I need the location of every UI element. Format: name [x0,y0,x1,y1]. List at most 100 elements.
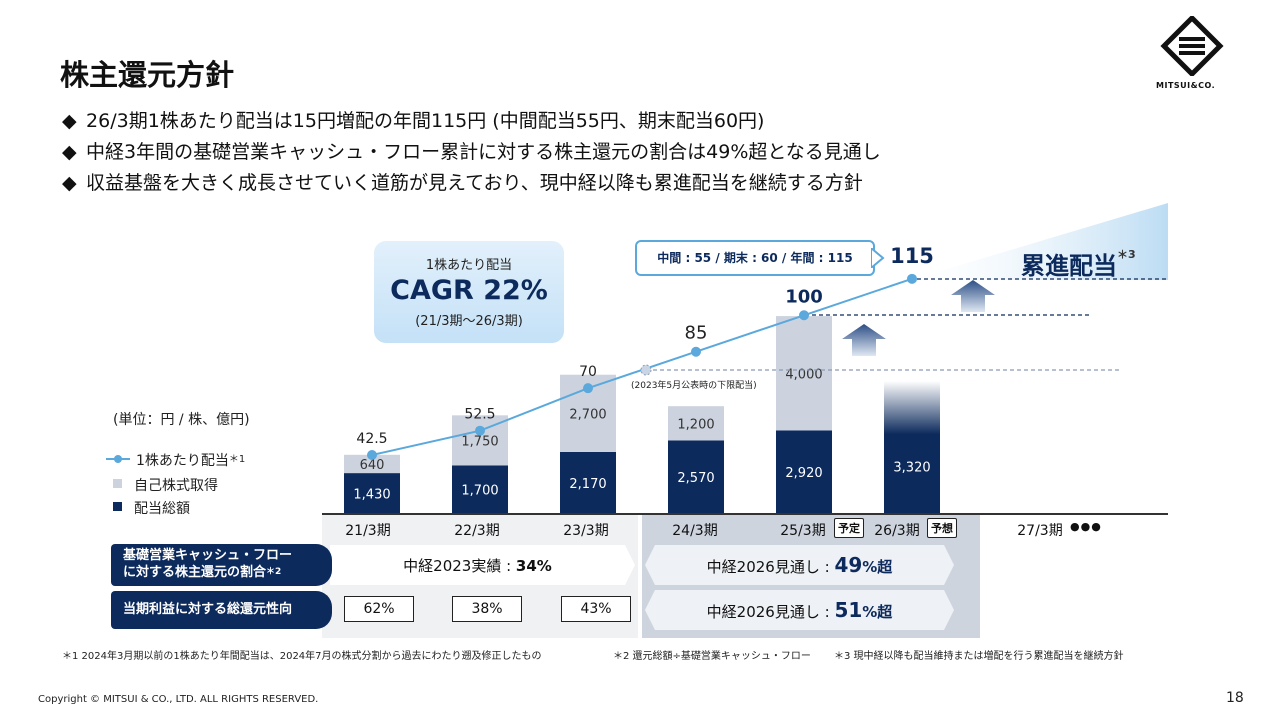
progressive-note: ＊3 [1117,248,1136,261]
bar-dividend [776,430,832,514]
up-arrow-icon [951,280,995,312]
bar-buyback-label: 1,750 [461,434,498,449]
mtp2026-suffix: %超 [862,558,893,576]
more-icon: ●●● [1070,520,1102,533]
diamond-icon: ◆ [62,110,77,132]
row1-note: ＊2 [266,567,282,577]
unit-label: (単位：円 / 株、億円) [113,412,250,428]
mitsui-logo-icon [1160,16,1224,76]
footnote-2: ＊2 還元総額÷基礎営業キャッシュ・フロー [613,651,811,662]
dps-point [367,450,377,460]
bar-dividend [452,465,508,514]
page-number: 18 [1226,690,1244,706]
footnote-3: ＊3 現中経以降も配当維持または増配を行う累進配当を継続方針 [834,651,1124,662]
payout-box: 43% [561,596,631,622]
row-label-cf-return-ratio: 基礎営業キャッシュ・フロー に対する株主還元の割合＊2 [111,544,332,586]
mtp2023-value: 34% [515,557,552,575]
bar-dividend-label: 1,430 [353,488,390,503]
bullet-text: 収益基盤を大きく成長させていく道筋が見えており、現中経以降も累進配当を継続する方… [86,172,863,194]
dps-point [475,425,485,436]
mtp2026-r2-value: 51 [834,598,863,622]
page-title: 株主還元方針 [60,58,235,92]
dps-point [799,310,809,321]
mtp2026-suffix: %超 [862,603,893,621]
category-label: 22/3期 [454,523,500,539]
guideline-note: (2023年5月公表時の下限配当) [631,381,757,391]
bar-dividend [560,451,616,514]
mtp2026-row2-shape [645,590,954,630]
cagr-line3: (21/3期～26/3期) [415,314,523,329]
bar-buyback-label: 1,200 [677,417,714,432]
mtp2023-result: 中経2023実績 : 34% [330,555,625,576]
legend-gray-marker [113,479,122,488]
category-label: 23/3期 [563,523,609,539]
category-label: 24/3期 [672,523,718,539]
bar-buyback [776,316,832,431]
mtp2026-prefix: 中経2026見通し : [706,603,835,621]
bar-buyback-label: 4,000 [785,367,822,382]
legend-dps: 1株あたり配当＊1 [136,450,245,470]
legend-dps-note: ＊1 [228,454,246,465]
row-label-total-payout: 当期利益に対する総還元性向 [111,591,332,629]
callout-pointer-icon [871,248,885,268]
legend-dividend: 配当総額 [134,501,190,517]
diamond-icon: ◆ [62,172,77,194]
dps-point [691,346,701,357]
progressive-label-text: 累進配当 [1021,252,1117,280]
bullet-text: 中経3年間の基礎営業キャッシュ・フロー累計に対する株主還元の割合は49%超となる… [86,141,881,163]
progressive-dividend-label: 累進配当＊3 [1021,246,1136,281]
progressive-wedge [910,203,1168,280]
dps-label: 70 [579,364,597,380]
bar-dividend [344,473,400,514]
payout-box: 38% [452,596,522,622]
legend-navy-marker [113,502,122,511]
category-label: 27/3期 [1017,523,1063,539]
category-label: 26/3期 [874,523,920,539]
bar-dividend-label: 1,700 [461,484,498,499]
bar-dividend [668,440,724,514]
bar-dividend-label: 2,170 [569,477,606,492]
mtp2026-row1-outlook: 中経2026見通し : 49%超 [655,553,944,577]
bar-buyback-label: 2,700 [569,407,606,422]
up-arrow-icon [842,324,886,356]
dps-breakdown-callout: 中間 : 55 / 期末 : 60 / 年間 : 115 [635,240,875,276]
row1-label-line2: に対する株主還元の割合 [123,565,267,580]
diamond-icon: ◆ [62,141,77,163]
dps-point [907,273,917,284]
copyright: Copyright © MITSUI & CO., LTD. ALL RIGHT… [38,694,319,705]
dps-label: 42.5 [356,431,387,447]
mtp2026-row2-outlook: 中経2026見通し : 51%超 [655,598,944,622]
category-label: 25/3期 [780,523,826,539]
bar-dividend-label: 2,570 [677,471,714,486]
legend-buyback: 自己株式取得 [134,478,218,494]
mtp2026-row1-shape [645,545,954,585]
bar-dividend [884,381,940,514]
logo-text: MITSUI&CO. [1156,81,1216,90]
badge-forecast: 予想 [927,518,957,538]
bar-dividend-label: 3,320 [893,461,930,476]
bullet-text: 26/3期1株あたり配当は15円増配の年間115円 (中間配当55円、期末配当6… [86,110,765,132]
category-label: 21/3期 [345,523,391,539]
bullet-2: ◆ 中経3年間の基礎営業キャッシュ・フロー累計に対する株主還元の割合は49%超と… [62,137,881,164]
bar-buyback [668,406,724,441]
footnote-1: ＊1 2024年3月期以前の1株あたり年間配当は、2024年7月の株式分割から過… [62,651,542,662]
mtp2023-prefix: 中経2023実績 : [403,557,516,575]
cagr-line1: 1株あたり配当 [425,258,513,273]
badge-planned: 予定 [834,518,864,538]
mtp2023-row1-shape [330,545,635,585]
dps-point [583,383,593,394]
row1-label-line1: 基礎営業キャッシュ・フロー [123,548,293,563]
mtp2026-r1-value: 49 [834,553,863,577]
legend-dps-label: 1株あたり配当 [136,453,229,469]
bullet-3: ◆ 収益基盤を大きく成長させていく道筋が見えており、現中経以降も累進配当を継続す… [62,168,863,195]
bar-buyback-label: 640 [360,458,385,473]
dps-label: 115 [890,244,934,268]
legend-dot-marker [114,455,122,463]
dps-label: 52.5 [464,407,495,423]
dps-label: 100 [785,286,823,307]
dps-label: 85 [685,323,708,344]
cagr-line2: CAGR 22% [390,275,548,306]
bullet-1: ◆ 26/3期1株あたり配当は15円増配の年間115円 (中間配当55円、期末配… [62,106,764,133]
payout-box: 62% [344,596,414,622]
bar-buyback [344,454,400,474]
